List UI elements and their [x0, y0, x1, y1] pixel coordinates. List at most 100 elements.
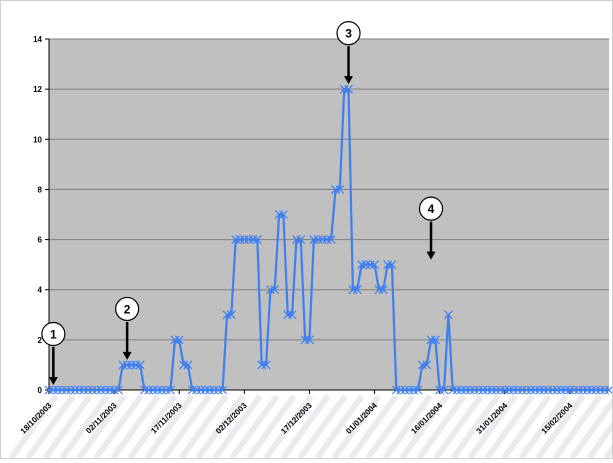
data-point [283, 310, 293, 320]
data-point [109, 385, 119, 395]
marker-stroke [248, 235, 258, 244]
marker-stroke [222, 310, 232, 320]
data-point [383, 260, 393, 270]
marker-stroke [604, 385, 613, 395]
marker-stroke [396, 385, 406, 395]
data-point [183, 360, 193, 370]
background-diagonal-stripes [8, 394, 613, 460]
marker-stroke [587, 385, 597, 395]
data-point [530, 385, 540, 395]
marker-stroke [261, 360, 271, 370]
background-stripe [212, 394, 263, 460]
marker-stroke [66, 385, 76, 395]
marker-stroke [344, 84, 353, 94]
marker-stroke [339, 84, 349, 94]
y-tick-label: 2 [38, 336, 43, 345]
marker-stroke [578, 385, 588, 395]
data-point [92, 385, 102, 395]
data-point [543, 385, 553, 395]
data-point [96, 385, 106, 395]
marker-stroke [387, 260, 397, 270]
marker-stroke [483, 385, 492, 395]
data-point [292, 235, 301, 244]
annotation-4: 4 [418, 196, 444, 260]
data-point [422, 360, 432, 370]
background-stripe [263, 394, 314, 460]
data-point [278, 210, 288, 219]
data-point [209, 385, 219, 395]
data-point [239, 235, 249, 244]
annotation-circle [41, 321, 66, 347]
data-point [300, 335, 310, 345]
data-point [339, 84, 349, 94]
data-point [474, 385, 484, 395]
marker-stroke [296, 235, 306, 244]
background-stripe [59, 394, 110, 460]
marker-stroke [235, 235, 245, 244]
marker-stroke [552, 385, 562, 395]
marker-stroke [109, 385, 119, 395]
series-markers [44, 84, 613, 395]
marker-stroke [400, 385, 410, 395]
data-point [122, 360, 132, 370]
annotation-2: 2 [115, 296, 140, 360]
data-point [378, 285, 388, 295]
marker-stroke [122, 360, 132, 370]
marker-stroke [378, 285, 388, 295]
marker-stroke [305, 335, 314, 345]
marker-stroke [413, 385, 423, 395]
y-tick-label: 14 [33, 35, 42, 44]
marker-stroke [352, 285, 362, 295]
background-stripe [314, 394, 365, 460]
data-point [127, 360, 136, 370]
data-point [352, 285, 362, 295]
data-point [105, 385, 115, 395]
marker-stroke [331, 185, 340, 194]
marker-stroke [539, 385, 549, 395]
marker-stroke [409, 385, 419, 395]
data-point [118, 360, 128, 370]
marker-stroke [391, 385, 401, 395]
data-point [400, 385, 410, 395]
data-point [587, 385, 597, 395]
marker-stroke [131, 360, 141, 370]
background-stripe [76, 394, 127, 460]
marker-stroke [591, 385, 601, 395]
marker-stroke [404, 385, 414, 395]
data-point [500, 385, 510, 395]
annotation-circle [115, 296, 140, 322]
data-point [326, 235, 336, 244]
data-point [57, 385, 67, 395]
data-point [574, 385, 584, 395]
marker-stroke [179, 360, 188, 370]
marker-stroke [244, 235, 254, 244]
data-point [248, 235, 258, 244]
data-point [231, 235, 241, 244]
data-point [556, 385, 566, 395]
data-point [205, 385, 215, 395]
background-stripe [93, 394, 144, 460]
data-point [226, 310, 236, 320]
background-stripe [484, 394, 535, 460]
data-point [396, 385, 406, 395]
data-point [591, 385, 601, 395]
data-point [270, 285, 280, 295]
marker-stroke [44, 385, 54, 395]
marker-stroke [517, 385, 527, 395]
data-point [309, 235, 319, 244]
data-point [331, 185, 340, 194]
background-stripe [399, 394, 450, 460]
data-point [157, 385, 167, 395]
data-point [61, 385, 71, 395]
marker-stroke [500, 385, 510, 395]
data-point [305, 335, 314, 345]
marker-stroke [174, 335, 184, 345]
marker-stroke [140, 385, 149, 395]
data-point [595, 385, 605, 395]
background-stripe [297, 394, 348, 460]
data-point [517, 385, 527, 395]
marker-stroke [582, 385, 592, 395]
data-point [344, 84, 353, 94]
marker-stroke [87, 385, 97, 395]
